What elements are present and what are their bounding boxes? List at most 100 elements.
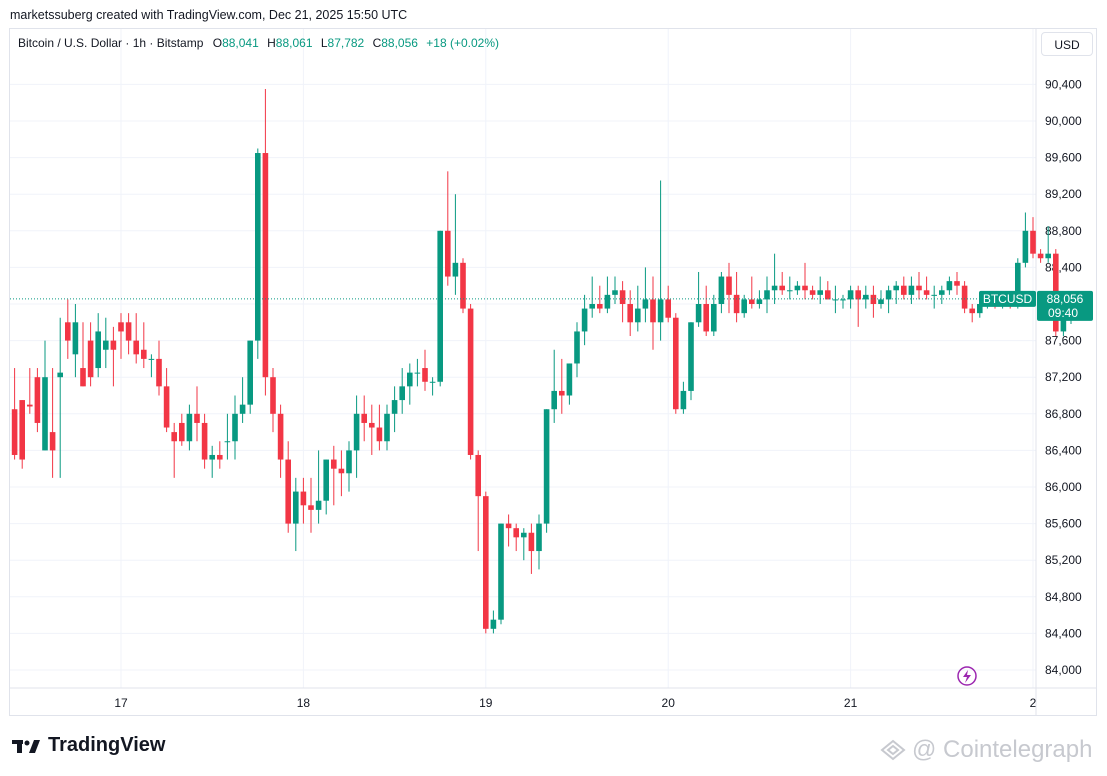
candle-body[interactable]	[308, 505, 314, 510]
candle-body[interactable]	[346, 450, 352, 474]
candle-body[interactable]	[262, 153, 269, 378]
candle-body[interactable]	[475, 454, 481, 497]
candle-body[interactable]	[323, 459, 329, 501]
candle-body[interactable]	[825, 290, 831, 300]
candle-body[interactable]	[437, 230, 443, 382]
candle-body[interactable]	[118, 322, 124, 332]
candle-body[interactable]	[809, 290, 816, 295]
candle-body[interactable]	[414, 372, 421, 374]
candle-body[interactable]	[802, 285, 808, 291]
candle-body[interactable]	[543, 409, 550, 524]
candle-body[interactable]	[901, 285, 907, 295]
candle-body[interactable]	[961, 285, 968, 309]
candle-body[interactable]	[42, 377, 48, 451]
candle-body[interactable]	[217, 454, 223, 460]
candle-body[interactable]	[361, 413, 367, 423]
candle-body[interactable]	[650, 299, 656, 323]
candle-body[interactable]	[429, 381, 436, 383]
candle-body[interactable]	[293, 491, 299, 524]
candle-body[interactable]	[300, 491, 307, 506]
candle-body[interactable]	[954, 281, 960, 286]
candle-body[interactable]	[95, 331, 101, 369]
candle-body[interactable]	[376, 427, 383, 442]
candle-body[interactable]	[110, 340, 117, 350]
candle-body[interactable]	[80, 368, 86, 387]
candle-body[interactable]	[703, 304, 709, 332]
candle-body[interactable]	[893, 285, 899, 291]
candle-body[interactable]	[779, 285, 785, 291]
candle-body[interactable]	[711, 304, 717, 332]
candle-body[interactable]	[612, 290, 618, 295]
candle-body[interactable]	[11, 409, 18, 455]
candle-body[interactable]	[407, 372, 413, 387]
candle-body[interactable]	[34, 377, 41, 423]
candle-body[interactable]	[635, 308, 641, 323]
candle-body[interactable]	[977, 304, 983, 314]
candle-body[interactable]	[270, 377, 276, 414]
candle-body[interactable]	[718, 276, 725, 304]
candle-body[interactable]	[923, 290, 930, 295]
candle-body[interactable]	[733, 294, 740, 314]
candle-body[interactable]	[391, 400, 398, 414]
lightning-icon[interactable]	[957, 666, 977, 686]
candle-body[interactable]	[1030, 230, 1036, 254]
candle-body[interactable]	[726, 276, 732, 295]
candle-body[interactable]	[559, 390, 565, 396]
candle-body[interactable]	[247, 340, 253, 405]
candle-body[interactable]	[498, 523, 504, 620]
candle-body[interactable]	[255, 153, 261, 341]
candle-body[interactable]	[505, 523, 512, 529]
candle-body[interactable]	[642, 299, 649, 309]
candle-body[interactable]	[741, 299, 747, 314]
candle-body[interactable]	[939, 290, 945, 295]
candle-body[interactable]	[680, 390, 687, 410]
candle-body[interactable]	[369, 422, 375, 428]
candle-body[interactable]	[840, 299, 846, 301]
candle-body[interactable]	[285, 459, 291, 524]
candle-body[interactable]	[771, 285, 778, 291]
candle-body[interactable]	[232, 413, 238, 442]
candle-body[interactable]	[581, 308, 588, 332]
candle-body[interactable]	[72, 322, 79, 355]
candle-body[interactable]	[1022, 230, 1029, 263]
candle-body[interactable]	[490, 619, 497, 629]
candle-body[interactable]	[969, 308, 975, 314]
candle-body[interactable]	[870, 294, 877, 304]
candle-body[interactable]	[49, 432, 56, 451]
candle-body[interactable]	[141, 349, 147, 359]
candle-body[interactable]	[764, 290, 770, 300]
candle-body[interactable]	[1045, 253, 1051, 259]
candle-body[interactable]	[57, 372, 63, 378]
candle-body[interactable]	[885, 290, 892, 300]
candle-body[interactable]	[817, 290, 823, 295]
candle-body[interactable]	[794, 285, 801, 291]
candle-body[interactable]	[566, 363, 573, 396]
candle-body[interactable]	[384, 413, 390, 442]
candle-body[interactable]	[277, 413, 284, 460]
candle-body[interactable]	[574, 331, 580, 364]
candle-body[interactable]	[125, 322, 132, 341]
candle-body[interactable]	[467, 308, 474, 455]
candle-body[interactable]	[521, 532, 527, 538]
candle-body[interactable]	[163, 386, 170, 428]
candle-body[interactable]	[528, 532, 535, 552]
candle-body[interactable]	[787, 290, 793, 292]
candle-body[interactable]	[445, 230, 451, 277]
candle-body[interactable]	[604, 294, 611, 309]
candle-body[interactable]	[597, 304, 603, 309]
candle-body[interactable]	[239, 404, 246, 414]
candle-body[interactable]	[103, 340, 109, 350]
candle-body[interactable]	[209, 454, 215, 460]
candle-body[interactable]	[179, 422, 185, 442]
candle-body[interactable]	[460, 262, 466, 309]
candle-body[interactable]	[688, 322, 694, 391]
candle-body[interactable]	[224, 441, 231, 443]
candle-body[interactable]	[916, 285, 922, 291]
candle-body[interactable]	[315, 500, 322, 510]
candle-body[interactable]	[619, 290, 626, 304]
candle-body[interactable]	[536, 523, 542, 552]
candle-body[interactable]	[65, 322, 71, 341]
candle-body[interactable]	[1037, 253, 1044, 259]
candle-body[interactable]	[201, 422, 208, 460]
